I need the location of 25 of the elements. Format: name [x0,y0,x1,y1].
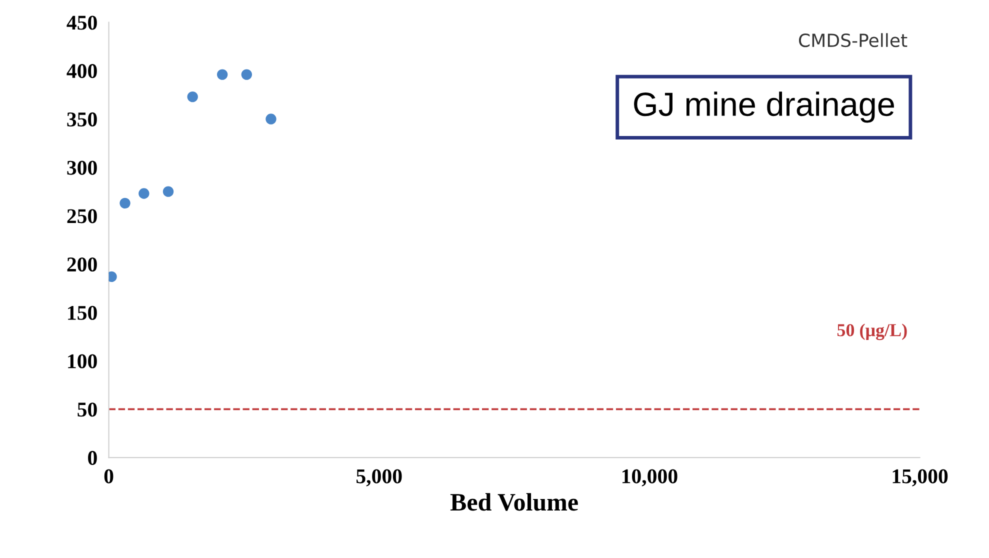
x-tick-label: 0 [104,469,114,484]
y-tick-label: 0 [88,450,97,465]
ref-line-label: 50 (μg/L) [837,324,907,340]
y-tick-label: 200 [67,257,97,272]
x-tick-label: 10,000 [622,469,678,486]
x-axis-title: Bed Volume [450,493,578,511]
y-tick-label: 400 [66,64,97,78]
y-tick-label: 100 [68,354,97,368]
point [187,91,198,102]
x-tick-label: 15,000 [892,469,948,486]
y-tick-label: 50 [78,402,97,417]
y-tick-label: 300 [67,160,97,175]
point [138,188,150,199]
point [162,186,174,197]
point [216,69,228,80]
y-tick-label: 150 [68,306,97,320]
point [241,69,252,80]
point [266,114,276,124]
y-tick-label: 450 [66,16,97,30]
x-tick-label: 5,000 [356,469,402,486]
annotation: CMDS-Pellet [798,33,908,48]
y-tick-label: 250 [67,209,97,224]
annotation: GJ mine drainage [634,92,894,123]
y-tick-label: 350 [67,112,97,126]
point [120,198,130,209]
